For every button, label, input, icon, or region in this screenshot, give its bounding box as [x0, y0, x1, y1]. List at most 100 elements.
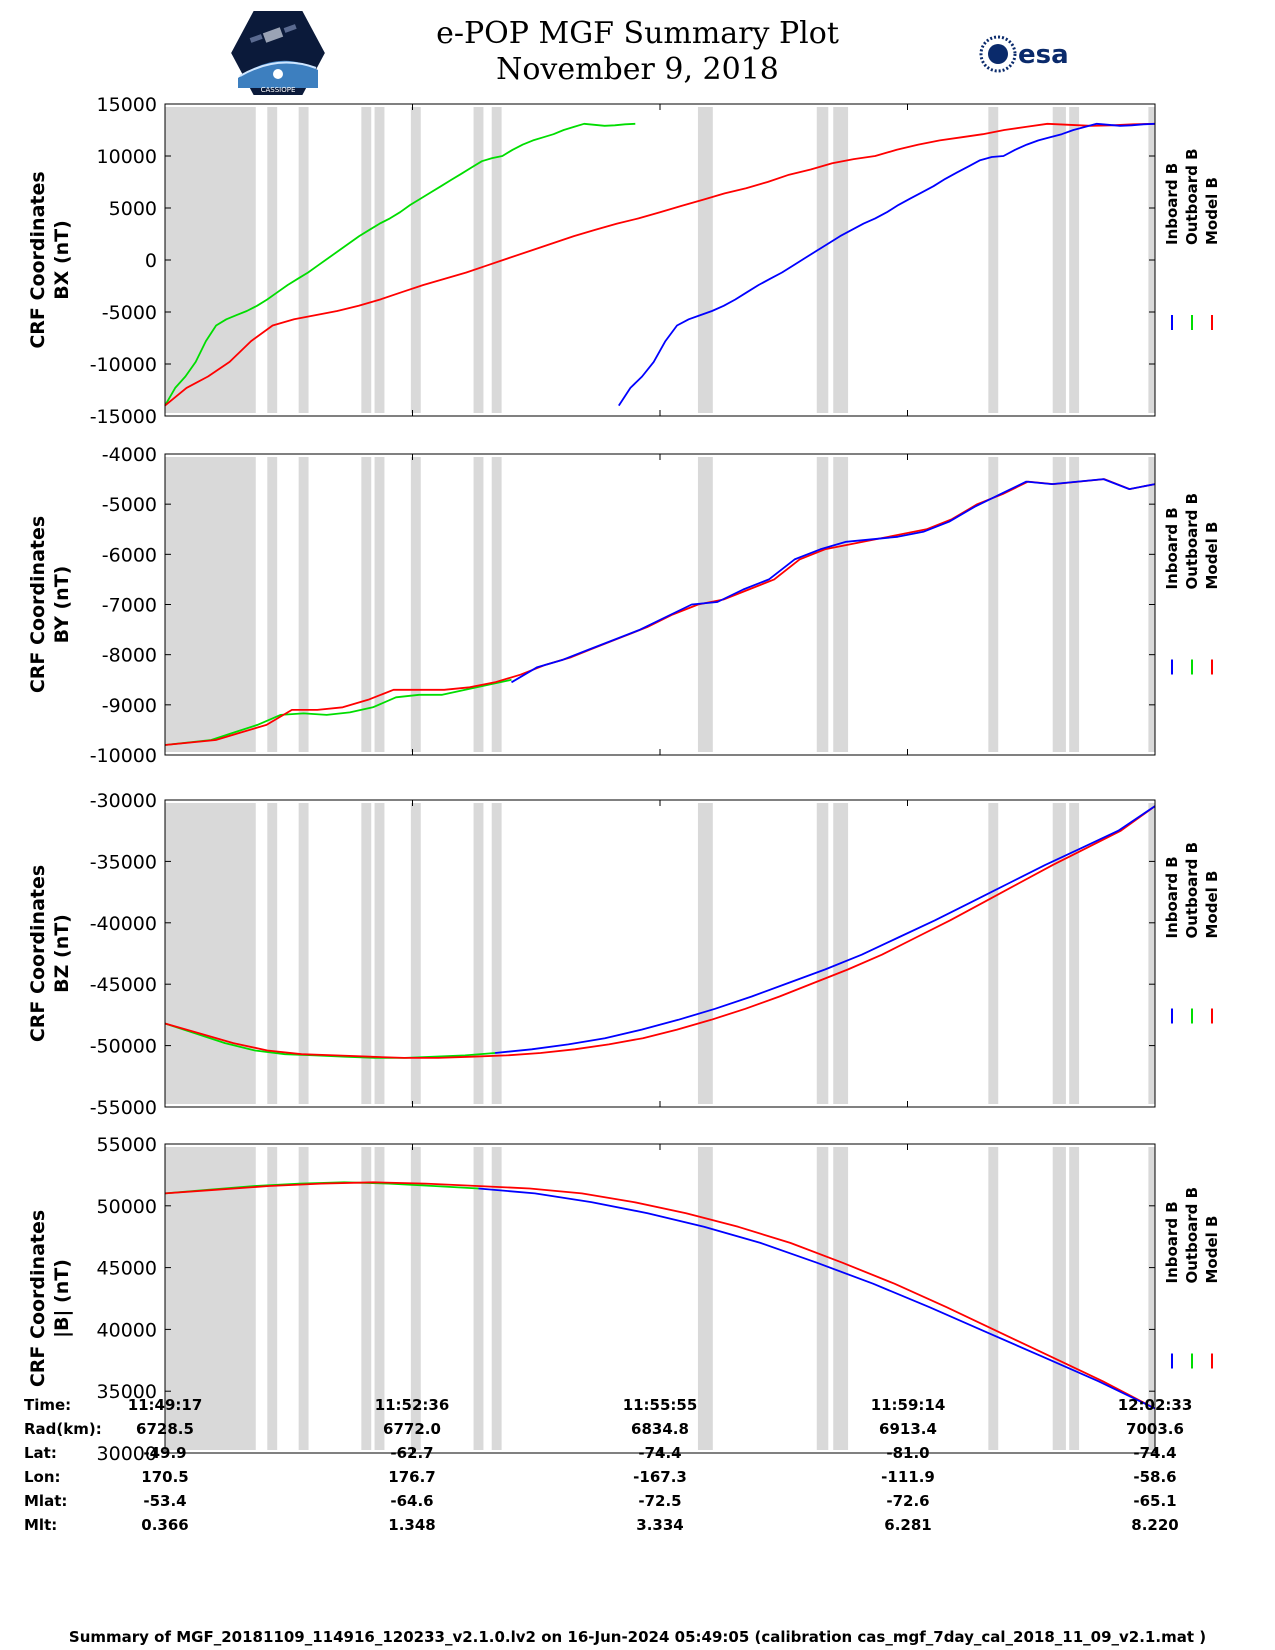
- bmag-ylabel: |B| (nT): [51, 1259, 73, 1338]
- by-ytick-label: -10000: [90, 745, 157, 767]
- data-gap-shading: [410, 1147, 421, 1450]
- eph-lon: -111.9: [881, 1468, 935, 1486]
- bz-legend-label: Inboard B: [1163, 856, 1181, 938]
- plot-date: November 9, 2018: [496, 52, 779, 87]
- eph-lon: -58.6: [1133, 1468, 1177, 1486]
- eph-mlt: 1.348: [388, 1516, 436, 1534]
- eph-lat: -81.0: [886, 1444, 930, 1462]
- bx-ylabel: CRF Coordinates: [27, 171, 49, 348]
- by-legend-label: Outboard B: [1183, 493, 1201, 590]
- data-gap-shading: [816, 1147, 829, 1450]
- eph-time: 11:49:17: [127, 1396, 203, 1414]
- eph-time: 11:52:36: [374, 1396, 450, 1414]
- data-gap-shading: [361, 107, 372, 413]
- bz-ytick-label: -35000: [90, 851, 157, 873]
- by-legend-label: Model B: [1203, 522, 1221, 590]
- bx-ytick-label: -10000: [90, 354, 157, 376]
- data-gap-shading: [988, 1147, 999, 1450]
- eph-lat: -62.7: [390, 1444, 434, 1462]
- data-gap-shading: [374, 107, 385, 413]
- eph-label-lat: Lat:: [24, 1444, 57, 1462]
- data-gap-shading: [833, 1147, 849, 1450]
- data-gap-shading: [1052, 457, 1066, 752]
- data-gap-shading: [267, 1147, 278, 1450]
- bmag-ylabel: CRF Coordinates: [27, 1210, 49, 1387]
- by-ylabel: BY (nT): [51, 566, 73, 644]
- bx-legend-label: Outboard B: [1183, 148, 1201, 245]
- bz-legend-label: Model B: [1203, 871, 1221, 939]
- bmag-ytick-label: 55000: [97, 1134, 157, 1156]
- by-series-model-b: [164, 478, 1156, 746]
- eph-label-mlt: Mlt:: [24, 1516, 58, 1534]
- data-gap-shading: [298, 1147, 309, 1450]
- bx-ytick-label: 5000: [109, 198, 157, 220]
- data-gap-shading: [165, 1147, 256, 1450]
- data-gap-shading: [298, 803, 309, 1104]
- eph-lat: -49.9: [143, 1444, 187, 1462]
- bz-ytick-label: -40000: [90, 913, 157, 935]
- bx-series-model-b: [164, 122, 1156, 407]
- bmag-legend-label: Inboard B: [1163, 1201, 1181, 1283]
- bz-series-model-b: [164, 805, 1156, 1059]
- by-series-outboard-b: [164, 678, 512, 746]
- bx-series-outboard-b: [164, 122, 636, 407]
- bmag-ytick-label: 30000: [97, 1443, 157, 1465]
- bz-ytick-label: -50000: [90, 1036, 157, 1058]
- bmag-series-model-b: [164, 1181, 1156, 1410]
- bx-ytick-label: -5000: [102, 302, 157, 324]
- bx-panel-frame: [164, 103, 1156, 417]
- by-ytick-label: -4000: [102, 444, 157, 466]
- data-gap-shading: [410, 107, 421, 413]
- bx-ytick-label: 0: [145, 250, 157, 272]
- bz-ytick-label: -30000: [90, 790, 157, 812]
- bmag-legend-label: Outboard B: [1183, 1187, 1201, 1284]
- eph-mlat: -53.4: [143, 1492, 187, 1510]
- eph-time: 12:02:33: [1117, 1396, 1193, 1414]
- by-ytick-label: -8000: [102, 645, 157, 667]
- data-gap-shading: [697, 107, 713, 413]
- bx-legend-label: Inboard B: [1163, 163, 1181, 245]
- eph-rad: 6728.5: [136, 1420, 194, 1438]
- data-gap-shading: [988, 457, 999, 752]
- by-ytick-label: -6000: [102, 544, 157, 566]
- data-gap-shading: [1148, 803, 1155, 1104]
- bx-ytick-label: -15000: [90, 406, 157, 428]
- data-gap-shading: [1069, 457, 1080, 752]
- data-gap-shading: [697, 457, 713, 752]
- eph-label-time: Time:: [24, 1396, 72, 1414]
- eph-lon: -167.3: [633, 1468, 687, 1486]
- bz-panel-frame: [164, 799, 1156, 1108]
- data-gap-shading: [491, 1147, 502, 1450]
- data-gap-shading: [410, 457, 421, 752]
- bz-ytick-label: -55000: [90, 1097, 157, 1119]
- data-gap-shading: [165, 803, 256, 1104]
- bmag-ytick-label: 50000: [97, 1196, 157, 1218]
- bmag-legend-label: Model B: [1203, 1216, 1221, 1284]
- data-gap-shading: [1148, 1147, 1155, 1450]
- data-gap-shading: [697, 1147, 713, 1450]
- data-gap-shading: [491, 457, 502, 752]
- bmag-series-inboard-b: [478, 1187, 1156, 1410]
- data-gap-shading: [833, 107, 849, 413]
- data-gap-shading: [410, 803, 421, 1104]
- eph-rad: 6772.0: [383, 1420, 441, 1438]
- eph-mlat: -64.6: [390, 1492, 434, 1510]
- data-gap-shading: [267, 803, 278, 1104]
- data-gap-shading: [165, 457, 256, 752]
- data-gap-shading: [374, 457, 385, 752]
- data-gap-shading: [491, 107, 502, 413]
- data-gap-shading: [1052, 803, 1066, 1104]
- bz-ylabel: BZ (nT): [51, 914, 73, 993]
- data-gap-shading: [374, 803, 385, 1104]
- data-gap-shading: [473, 457, 484, 752]
- bz-ylabel: CRF Coordinates: [27, 865, 49, 1042]
- eph-lon: 170.5: [141, 1468, 189, 1486]
- bz-series-inboard-b: [494, 805, 1156, 1054]
- data-gap-shading: [1052, 107, 1066, 413]
- data-gap-shading: [165, 107, 256, 413]
- data-gap-shading: [473, 107, 484, 413]
- data-gap-shading: [833, 803, 849, 1104]
- eph-label-rad: Rad(km):: [24, 1420, 102, 1438]
- eph-lat: -74.4: [638, 1444, 682, 1462]
